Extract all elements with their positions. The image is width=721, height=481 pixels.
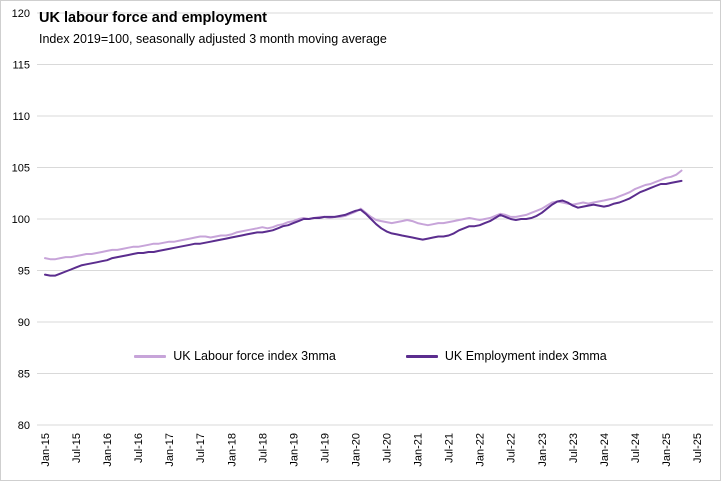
y-axis-tick-label: 120 bbox=[12, 8, 30, 20]
chart-title: UK labour force and employment bbox=[39, 10, 268, 26]
y-axis-tick-label: 85 bbox=[18, 369, 30, 381]
legend-label-employment: UK Employment index 3mma bbox=[444, 349, 607, 363]
x-axis-tick-label: Jul-21 bbox=[444, 433, 456, 463]
y-axis-tick-label: 105 bbox=[12, 163, 30, 175]
chart-subtitle: Index 2019=100, seasonally adjusted 3 mo… bbox=[39, 32, 387, 46]
x-axis-tick-label: Jan-18 bbox=[226, 433, 238, 467]
y-axis-tick-label: 95 bbox=[18, 266, 30, 278]
x-axis-tick-label: Jan-17 bbox=[164, 433, 176, 467]
x-axis-tick-label: Jan-25 bbox=[661, 433, 673, 467]
x-axis-tick-label: Jan-23 bbox=[537, 433, 549, 467]
legend-item-labour-force: UK Labour force index 3mma bbox=[134, 349, 336, 363]
x-axis-tick-label: Jul-25 bbox=[692, 433, 704, 463]
x-axis-tick-label: Jan-21 bbox=[413, 433, 425, 467]
y-axis-tick-label: 80 bbox=[18, 420, 30, 432]
series-line-0 bbox=[44, 169, 683, 261]
employment-line-swatch bbox=[405, 354, 438, 358]
y-axis-tick-label: 115 bbox=[12, 60, 30, 72]
x-axis-tick-label: Jul-23 bbox=[568, 433, 580, 463]
x-axis-tick-label: Jul-18 bbox=[257, 433, 269, 463]
y-axis-tick-label: 100 bbox=[12, 214, 30, 226]
x-axis-tick-label: Jan-20 bbox=[351, 433, 363, 467]
x-axis-tick-label: Jan-22 bbox=[475, 433, 487, 467]
x-axis-tick-label: Jan-24 bbox=[599, 433, 611, 467]
y-axis-tick-label: 90 bbox=[18, 317, 30, 329]
x-axis-tick-label: Jul-15 bbox=[71, 433, 83, 463]
x-axis-tick-label: Jan-16 bbox=[102, 433, 114, 467]
x-axis-tick-label: Jul-16 bbox=[133, 433, 145, 463]
x-axis-tick-label: Jul-20 bbox=[382, 433, 394, 463]
x-axis-tick-label: Jan-19 bbox=[288, 433, 300, 467]
series-line-1 bbox=[44, 179, 683, 277]
legend-label-labour-force: UK Labour force index 3mma bbox=[173, 349, 336, 363]
labour-force-line-swatch bbox=[134, 354, 167, 358]
legend-item-employment: UK Employment index 3mma bbox=[405, 349, 607, 363]
y-axis-tick-label: 110 bbox=[12, 111, 30, 123]
x-axis-tick-label: Jul-22 bbox=[506, 433, 518, 463]
x-axis-tick-label: Jan-15 bbox=[40, 433, 52, 467]
chart-legend: UK Labour force index 3mma UK Employment… bbox=[21, 347, 720, 365]
x-axis-tick-label: Jul-24 bbox=[630, 433, 642, 463]
x-axis-tick-label: Jul-19 bbox=[319, 433, 331, 463]
x-axis-tick-label: Jul-17 bbox=[195, 433, 207, 463]
